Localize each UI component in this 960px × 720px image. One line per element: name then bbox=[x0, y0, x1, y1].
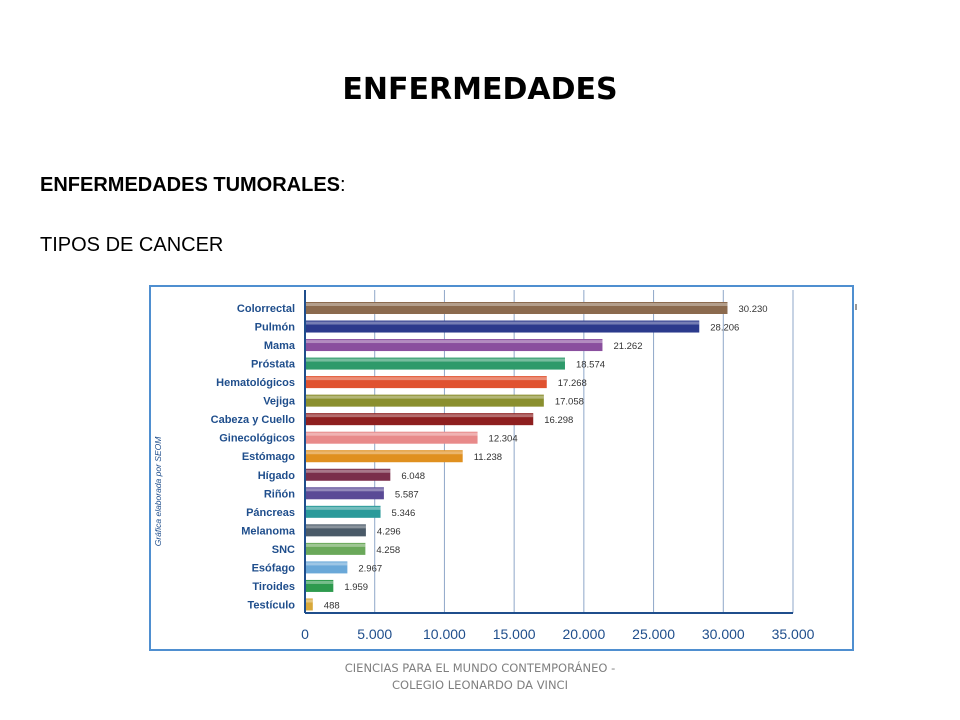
bar bbox=[306, 598, 313, 611]
data-label: 6.048 bbox=[401, 471, 425, 482]
data-label: 12.304 bbox=[489, 434, 518, 445]
bar bbox=[306, 579, 334, 592]
data-label: 28.206 bbox=[710, 323, 739, 334]
bar bbox=[306, 542, 366, 555]
data-label: 11.238 bbox=[474, 452, 502, 463]
bar bbox=[306, 339, 603, 352]
data-label: 4.258 bbox=[376, 545, 400, 556]
data-label: 2.967 bbox=[358, 563, 382, 574]
x-tick-label: 5.000 bbox=[357, 626, 392, 642]
category-label: Hígado bbox=[258, 470, 296, 482]
data-label: 5.587 bbox=[395, 489, 419, 500]
bar bbox=[306, 561, 348, 574]
x-tick-label: 20.000 bbox=[562, 626, 605, 642]
footer-text: CIENCIAS PARA EL MUNDO CONTEMPORÁNEO - C… bbox=[344, 661, 616, 692]
bar-highlight bbox=[306, 340, 603, 344]
bar bbox=[306, 320, 700, 333]
category-label: Riñón bbox=[264, 488, 295, 500]
bar-chart: 0 5.000 10.000 15.000 20.000 25.000 30.000 35.0… bbox=[135, 280, 860, 656]
subheading-text: ENFERMEDADES TUMORALES bbox=[40, 174, 341, 196]
chart-frame bbox=[149, 285, 854, 651]
data-label: 1.959 bbox=[344, 582, 368, 593]
bar bbox=[306, 468, 391, 481]
bar bbox=[306, 487, 384, 500]
bar-highlight bbox=[306, 543, 366, 547]
category-label: Mama bbox=[264, 340, 296, 352]
bar-highlight bbox=[306, 562, 348, 566]
bar bbox=[306, 450, 463, 463]
bar-highlight bbox=[306, 506, 381, 510]
category-label: Vejiga bbox=[263, 396, 296, 408]
data-label: 17.058 bbox=[555, 397, 584, 408]
bar-highlight bbox=[306, 599, 313, 603]
bar bbox=[306, 524, 366, 537]
subheading: ENFERMEDADES TUMORALES: bbox=[40, 174, 346, 197]
x-tick-label: 10.000 bbox=[423, 626, 466, 642]
bar-highlight bbox=[306, 469, 391, 473]
bar bbox=[306, 302, 728, 314]
chart-svg: 0 5.000 10.000 15.000 20.000 25.000 30.000 35.0… bbox=[149, 285, 857, 651]
x-tick-label: 25.000 bbox=[632, 626, 675, 642]
category-label: Tiroides bbox=[252, 581, 295, 593]
category-label: Páncreas bbox=[246, 507, 295, 519]
bar-highlight bbox=[306, 451, 463, 455]
category-label: Hematológicos bbox=[216, 377, 295, 389]
bar-highlight bbox=[306, 525, 366, 529]
bar-highlight bbox=[306, 414, 534, 418]
bar-highlight bbox=[306, 395, 544, 399]
x-tick-label: 35.000 bbox=[772, 626, 815, 642]
category-label: Próstata bbox=[251, 359, 296, 371]
bar bbox=[306, 431, 478, 444]
x-tick-label: 15.000 bbox=[493, 626, 536, 642]
data-label: 5.346 bbox=[392, 508, 416, 519]
data-label: 4.296 bbox=[377, 526, 401, 537]
category-label: SNC bbox=[272, 544, 295, 556]
category-label: Estómago bbox=[242, 451, 295, 463]
category-label: Testículo bbox=[248, 599, 296, 611]
data-label: 21.262 bbox=[613, 341, 642, 352]
bar-highlight bbox=[306, 303, 728, 306]
bar-highlight bbox=[306, 321, 700, 325]
category-label: Colorrectal bbox=[237, 303, 295, 315]
data-label: 488 bbox=[324, 600, 340, 611]
bar bbox=[306, 357, 565, 370]
data-label: 18.574 bbox=[576, 360, 605, 371]
section-label: TIPOS DE CANCER bbox=[40, 234, 224, 256]
bar bbox=[306, 376, 547, 389]
slide-title: ENFERMEDADES bbox=[342, 72, 618, 107]
bar-highlight bbox=[306, 488, 384, 492]
bar bbox=[306, 505, 381, 518]
data-label: 17.268 bbox=[558, 378, 587, 389]
data-label: 30.230 bbox=[738, 304, 767, 315]
x-tick-label: 30.000 bbox=[702, 626, 745, 642]
bar bbox=[306, 413, 534, 426]
bar bbox=[306, 394, 544, 407]
category-label: Esófago bbox=[252, 562, 296, 574]
category-label: Pulmón bbox=[255, 322, 296, 334]
bar-highlight bbox=[306, 432, 478, 436]
category-label: Cabeza y Cuello bbox=[211, 414, 296, 426]
bar-highlight bbox=[306, 358, 565, 362]
source-note: Gráfica elaborada por SEOM bbox=[153, 436, 163, 547]
category-label: Ginecológicos bbox=[219, 433, 295, 445]
data-label: 16.298 bbox=[544, 415, 573, 426]
subheading-colon: : bbox=[340, 174, 346, 196]
bar-highlight bbox=[306, 377, 547, 381]
bar-highlight bbox=[306, 580, 334, 584]
category-label: Melanoma bbox=[241, 525, 296, 537]
x-tick-label: 0 bbox=[301, 626, 309, 642]
